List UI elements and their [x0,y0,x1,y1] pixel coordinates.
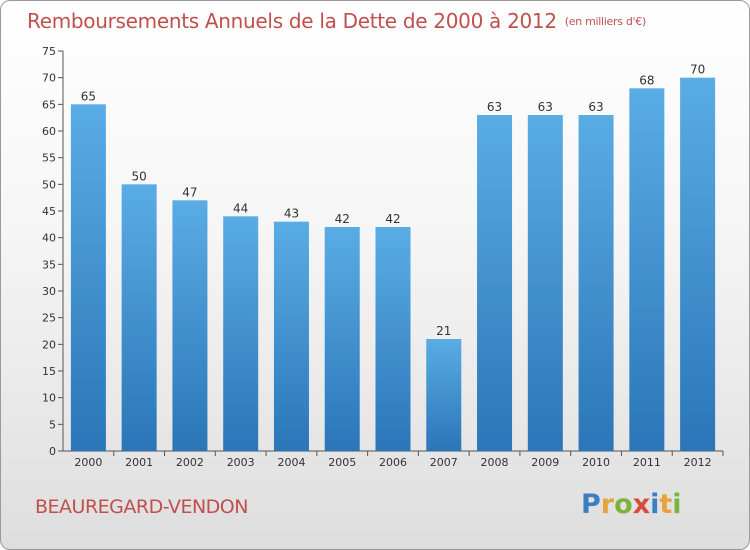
y-tick-label: 15 [42,365,56,378]
logo-letter: P [581,489,601,520]
y-tick-label: 75 [42,45,56,58]
chart-title-text: Remboursements Annuels de la Dette de 20… [27,9,557,33]
bar [70,104,106,451]
y-tick-label: 40 [42,232,56,245]
bar-value-label: 63 [538,100,553,114]
logo-letter: i [672,489,682,520]
y-tick-label: 65 [42,98,56,111]
proxiti-logo: Proxiti [581,489,682,520]
x-tick-label: 2010 [582,456,610,469]
bar-value-label: 63 [487,100,502,114]
y-tick-label: 45 [42,205,56,218]
bar-value-label: 63 [588,100,603,114]
place-name: BEAUREGARD-VENDON [35,496,248,518]
bar-value-label: 42 [335,212,350,226]
bar [426,339,462,451]
bar [680,77,716,452]
logo-letter: o [614,489,633,520]
x-tick-label: 2012 [684,456,712,469]
x-tick-label: 2000 [74,456,102,469]
y-tick-label: 50 [42,178,56,191]
x-tick-label: 2008 [481,456,509,469]
y-tick-label: 0 [49,445,56,458]
logo-letter: i [650,489,660,520]
bar [324,227,360,451]
bar [477,115,513,451]
y-tick-label: 20 [42,338,56,351]
y-tick-label: 70 [42,72,56,85]
logo-letter: x [632,489,651,520]
x-tick-label: 2009 [531,456,559,469]
logo-letter: t [659,489,673,520]
bar [578,115,614,451]
bar [629,88,665,451]
y-tick-label: 35 [42,258,56,271]
y-tick-label: 60 [42,125,56,138]
bar-value-label: 65 [81,89,96,103]
bar-value-label: 42 [385,212,400,226]
y-tick-label: 25 [42,312,56,325]
bar-value-label: 50 [132,169,147,183]
bar-value-label: 44 [233,201,248,215]
x-tick-label: 2001 [125,456,153,469]
y-tick-label: 30 [42,285,56,298]
y-tick-label: 5 [49,418,56,431]
y-tick-label: 10 [42,392,56,405]
x-tick-label: 2005 [328,456,356,469]
bar [223,216,259,451]
x-tick-label: 2002 [176,456,204,469]
bar-value-label: 70 [690,63,705,77]
bar [273,221,309,451]
bar [121,184,157,452]
x-tick-label: 2003 [227,456,255,469]
logo-letter: r [600,489,615,520]
bar-value-label: 43 [284,207,299,221]
chart-title: Remboursements Annuels de la Dette de 20… [27,9,646,33]
x-tick-label: 2004 [277,456,305,469]
x-tick-label: 2006 [379,456,407,469]
x-tick-label: 2007 [430,456,458,469]
bar-value-label: 47 [182,185,197,199]
bar [527,115,563,451]
chart-unit: (en milliers d'€) [564,15,646,28]
bar-value-label: 68 [639,73,654,87]
bar-value-label: 21 [436,324,451,338]
y-tick-label: 55 [42,152,56,165]
x-tick-label: 2011 [633,456,661,469]
bar [172,200,208,451]
bar [375,227,411,451]
